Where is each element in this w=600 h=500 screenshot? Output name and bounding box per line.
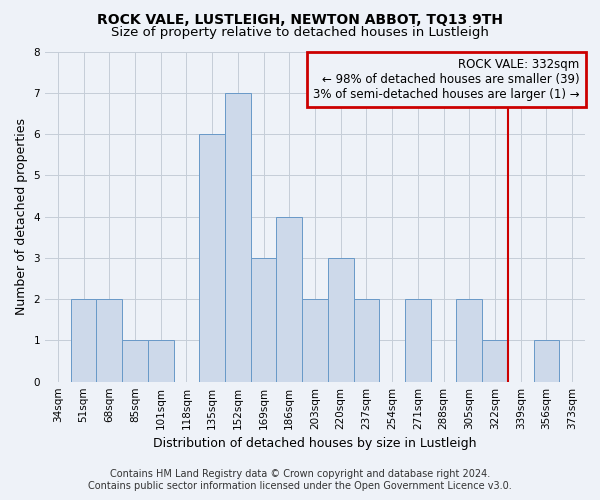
Bar bbox=[71, 299, 97, 382]
X-axis label: Distribution of detached houses by size in Lustleigh: Distribution of detached houses by size … bbox=[153, 437, 477, 450]
Text: ROCK VALE: 332sqm
← 98% of detached houses are smaller (39)
3% of semi-detached : ROCK VALE: 332sqm ← 98% of detached hous… bbox=[313, 58, 580, 101]
Bar bbox=[457, 299, 482, 382]
Bar bbox=[533, 340, 559, 382]
Text: Size of property relative to detached houses in Lustleigh: Size of property relative to detached ho… bbox=[111, 26, 489, 39]
Bar bbox=[251, 258, 277, 382]
Bar bbox=[277, 216, 302, 382]
Text: ROCK VALE, LUSTLEIGH, NEWTON ABBOT, TQ13 9TH: ROCK VALE, LUSTLEIGH, NEWTON ABBOT, TQ13… bbox=[97, 12, 503, 26]
Text: Contains HM Land Registry data © Crown copyright and database right 2024.
Contai: Contains HM Land Registry data © Crown c… bbox=[88, 470, 512, 491]
Bar bbox=[148, 340, 173, 382]
Bar bbox=[328, 258, 353, 382]
Bar bbox=[97, 299, 122, 382]
Bar bbox=[199, 134, 225, 382]
Bar bbox=[302, 299, 328, 382]
Y-axis label: Number of detached properties: Number of detached properties bbox=[15, 118, 28, 315]
Bar bbox=[122, 340, 148, 382]
Bar bbox=[225, 93, 251, 382]
Bar bbox=[482, 340, 508, 382]
Bar bbox=[405, 299, 431, 382]
Bar bbox=[353, 299, 379, 382]
